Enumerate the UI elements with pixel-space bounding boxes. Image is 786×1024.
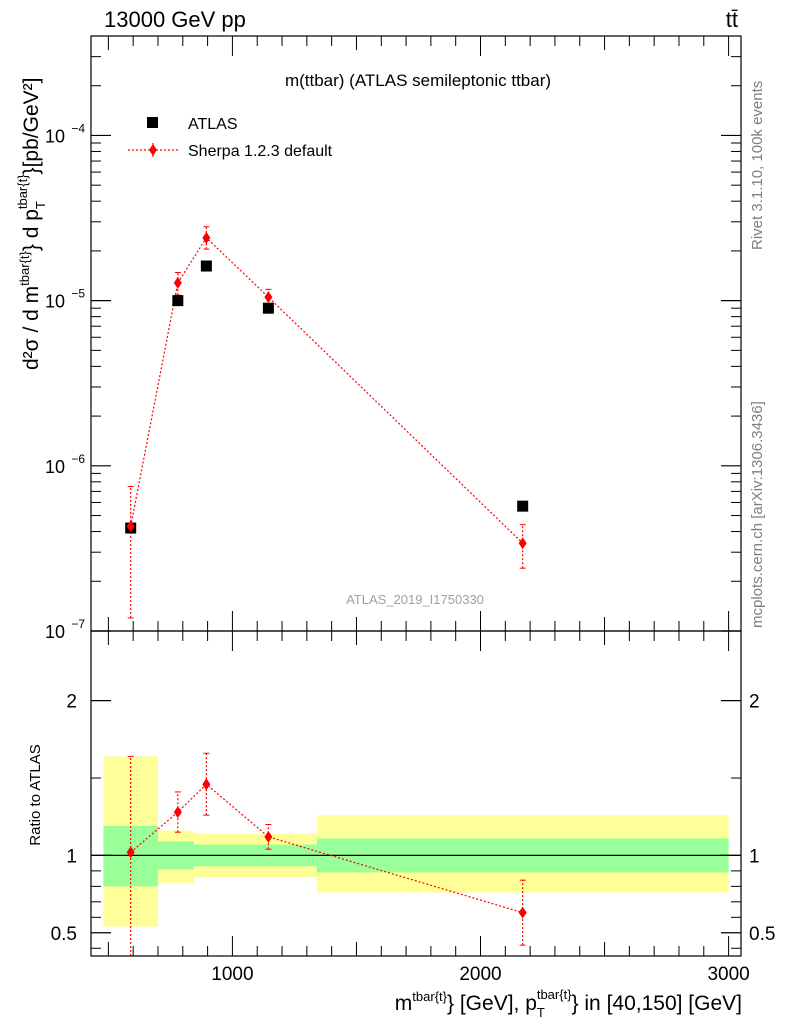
atlas-point: [262, 302, 274, 314]
legend-atlas-label: ATLAS: [188, 116, 238, 133]
atlas-point: [517, 500, 529, 512]
ylabel-sub2: T: [33, 201, 48, 209]
xlabel-b-sub: T: [537, 1005, 545, 1020]
main-y-tick-exponent: −4: [71, 121, 85, 135]
ratio-sherpa-point: [173, 806, 182, 819]
analysis-watermark: ATLAS_2019_I1750330: [346, 592, 484, 607]
main-y-axis-label: d²σ / d mtbar{t}} d pTtbar{t}}[pb/GeV²]: [15, 78, 48, 370]
ratio-sherpa-point: [518, 906, 527, 919]
sherpa-point: [264, 291, 273, 304]
ylabel-sup1: tbar{t}: [17, 250, 32, 285]
xlabel-a: m: [395, 992, 413, 1015]
xlabel-c: } in [40,150] [GeV]: [572, 992, 742, 1015]
ratio-y-tick-label-left: 0.5: [51, 924, 77, 945]
main-y-tick-exponent: −5: [71, 287, 85, 301]
x-axis-label: mtbar{t}} [GeV], pTtbar{t}} in [40,150] …: [395, 987, 742, 1020]
sherpa-point: [202, 231, 211, 244]
mcplots-credit-label: mcplots.cern.ch [arXiv:1306.3436]: [749, 401, 766, 628]
ylabel-mid: } d p: [20, 209, 43, 251]
x-tick-label: 2000: [459, 964, 501, 985]
main-title: m(ttbar) (ATLAS semileptonic ttbar): [285, 71, 551, 90]
main-y-tick-label: 10: [45, 126, 65, 146]
x-tick-label: 1000: [211, 964, 253, 985]
main-y-tick-label: 10: [45, 622, 65, 642]
main-y-tick-exponent: −6: [71, 452, 85, 466]
atlas-point: [200, 260, 212, 272]
sherpa-point: [173, 276, 182, 289]
xlabel-b: } [GeV], p: [447, 992, 537, 1015]
ratio-y-axis-label: Ratio to ATLAS: [27, 744, 44, 845]
header-left-label: 13000 GeV pp: [104, 7, 246, 32]
ratio-sherpa-point: [202, 778, 211, 791]
sherpa-point: [126, 520, 135, 533]
legend-atlas-marker: [147, 117, 158, 128]
ratio-frame: [90, 630, 742, 957]
sherpa-point: [518, 537, 527, 550]
header-right-label: tt̄: [726, 7, 738, 32]
ylabel-tail: }[pb/GeV²]: [20, 78, 43, 175]
ylabel-main: d²σ / d m: [20, 286, 43, 370]
legend: ATLAS Sherpa 1.2.3 default: [128, 116, 333, 160]
ratio-sherpa-point: [126, 846, 135, 859]
xlabel-a-sup: tbar{t}: [412, 989, 447, 1004]
ylabel-sup2: tbar{t}: [15, 174, 30, 209]
main-series: [125, 226, 529, 619]
ratio-series: [126, 752, 527, 956]
xlabel-b-sup: tbar{t}: [537, 987, 572, 1002]
legend-sherpa-marker: [149, 144, 157, 156]
atlas-point: [172, 295, 184, 307]
rivet-version-label: Rivet 3.1.10, 100k events: [749, 81, 766, 250]
x-tick-label: 3000: [707, 964, 749, 985]
main-y-tick-label: 10: [45, 457, 65, 477]
ratio-bands: [103, 756, 729, 927]
ratio-y-tick-label-right: 0.5: [749, 924, 775, 945]
main-axis-ticks: 10 −7 10 −6 10 −5 10 −4: [45, 36, 741, 642]
main-y-tick-exponent: −7: [71, 617, 85, 631]
legend-sherpa-label: Sherpa 1.2.3 default: [188, 143, 333, 160]
ratio-y-tick-label-left: 2: [66, 692, 77, 713]
sherpa-line: [130, 236, 524, 544]
ratio-y-tick-label-right: 1: [749, 846, 760, 867]
main-panel: 10 −7 10 −6 10 −5 10 −4 m(ttbar) (ATLAS semilep…: [15, 35, 742, 642]
ratio-y-tick-label-right: 2: [749, 692, 760, 713]
ratio-y-tick-label-left: 1: [66, 846, 77, 867]
ratio-sherpa-point: [264, 830, 273, 843]
main-y-tick-label: 10: [45, 292, 65, 312]
